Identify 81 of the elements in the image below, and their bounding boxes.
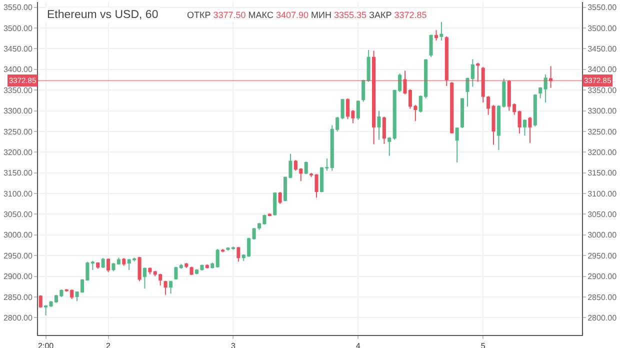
candlestick [179, 263, 183, 270]
candlestick [190, 266, 194, 276]
y2-tick-label: 3500.00 [588, 24, 618, 33]
candlestick [522, 118, 527, 136]
y2-tick-label: 3250.00 [588, 127, 618, 136]
y-tick-label: 3500.00 [3, 24, 33, 33]
candlestick [356, 100, 360, 120]
y-tick-label: 3050.00 [3, 210, 33, 220]
candlestick [434, 30, 438, 41]
candlestick [460, 97, 464, 129]
text: Ethereum vs USD, 60 [47, 9, 158, 21]
y-tick-label: 3300.00 [3, 106, 33, 116]
y-tick-label: 2800.00 [3, 313, 33, 322]
candlestick [444, 36, 448, 86]
candlestick [372, 50, 376, 145]
candlestick [528, 116, 532, 144]
y-tick-label: 2900.00 [3, 272, 33, 282]
candlestick [548, 66, 553, 88]
text: ОТКР 3377.50 МАКС 3407.90 МИН 3355.35 ЗАКР 3372.85 [187, 10, 427, 20]
candlestick [268, 212, 272, 217]
candlestick [273, 192, 277, 216]
y-tick-label: 2850.00 [3, 292, 33, 302]
candlestick [362, 79, 366, 102]
y2-tick-label: 3300.00 [588, 106, 618, 116]
candlestick [366, 49, 370, 82]
candlestick [388, 136, 392, 156]
candlestick [221, 248, 225, 253]
candlestick [205, 264, 209, 269]
y-tick-label: 3450.00 [3, 44, 33, 54]
candlestick [440, 21, 444, 41]
candlestick [38, 294, 42, 308]
y2-tick-label: 3000.00 [588, 230, 618, 240]
candlestick [96, 262, 100, 270]
candlestick [476, 62, 480, 82]
candlestick [164, 280, 168, 296]
y2-tick-label: 3050.00 [588, 210, 618, 220]
candlestick [236, 246, 240, 262]
y-tick-label: 3100.00 [3, 189, 33, 198]
y2-tick-label: 2800.00 [588, 313, 618, 322]
y2-tick-label: 3200.00 [588, 148, 618, 157]
y-tick-label: 3550.00 [3, 3, 33, 12]
candlestick [101, 258, 105, 268]
y2-tick-label: 3350.00 [588, 86, 618, 95]
y2-tick-label: 2850.00 [588, 292, 618, 302]
y-tick-label: 3200.00 [3, 148, 33, 157]
y2-tick-label: 2900.00 [588, 272, 618, 282]
candlestick [455, 126, 459, 163]
y2-tick-label: 3100.00 [588, 189, 618, 198]
candlestick [429, 34, 433, 58]
y2-tick-label: 3450.00 [588, 44, 618, 54]
candlestick [450, 81, 454, 134]
candlestick [278, 191, 282, 204]
candlestick [184, 262, 188, 268]
candlestick [304, 161, 308, 175]
y-tick-label: 2950.00 [3, 251, 33, 260]
candlestick [138, 256, 142, 282]
y-tick-label: 3400.00 [3, 65, 33, 74]
candlestick [340, 98, 344, 120]
candlestick [533, 94, 537, 128]
candlestick [377, 110, 381, 140]
candlestick [544, 74, 548, 104]
candlestick [142, 267, 146, 290]
y2-tick-label: 2950.00 [588, 251, 618, 260]
candlestick [382, 116, 386, 144]
candlestick [174, 266, 178, 280]
candlestick [148, 267, 152, 275]
candlestick [122, 258, 126, 266]
y2-tick-label: 3150.00 [588, 168, 618, 178]
candlestick [216, 248, 220, 268]
candlestick [518, 110, 522, 134]
candlestick [210, 262, 214, 269]
y2-tick-label: 3550.00 [588, 3, 618, 12]
y-tick-label: 3000.00 [3, 230, 33, 240]
y-tick-label: 3150.00 [3, 168, 33, 178]
candlestick [168, 280, 173, 294]
y2-tick-label: 3400.00 [588, 65, 618, 74]
y-tick-label: 3250.00 [3, 127, 33, 136]
candlestick [90, 260, 94, 271]
candlestick [106, 258, 110, 273]
candlestick [538, 86, 542, 99]
y-tick-label: 3350.00 [3, 86, 33, 95]
